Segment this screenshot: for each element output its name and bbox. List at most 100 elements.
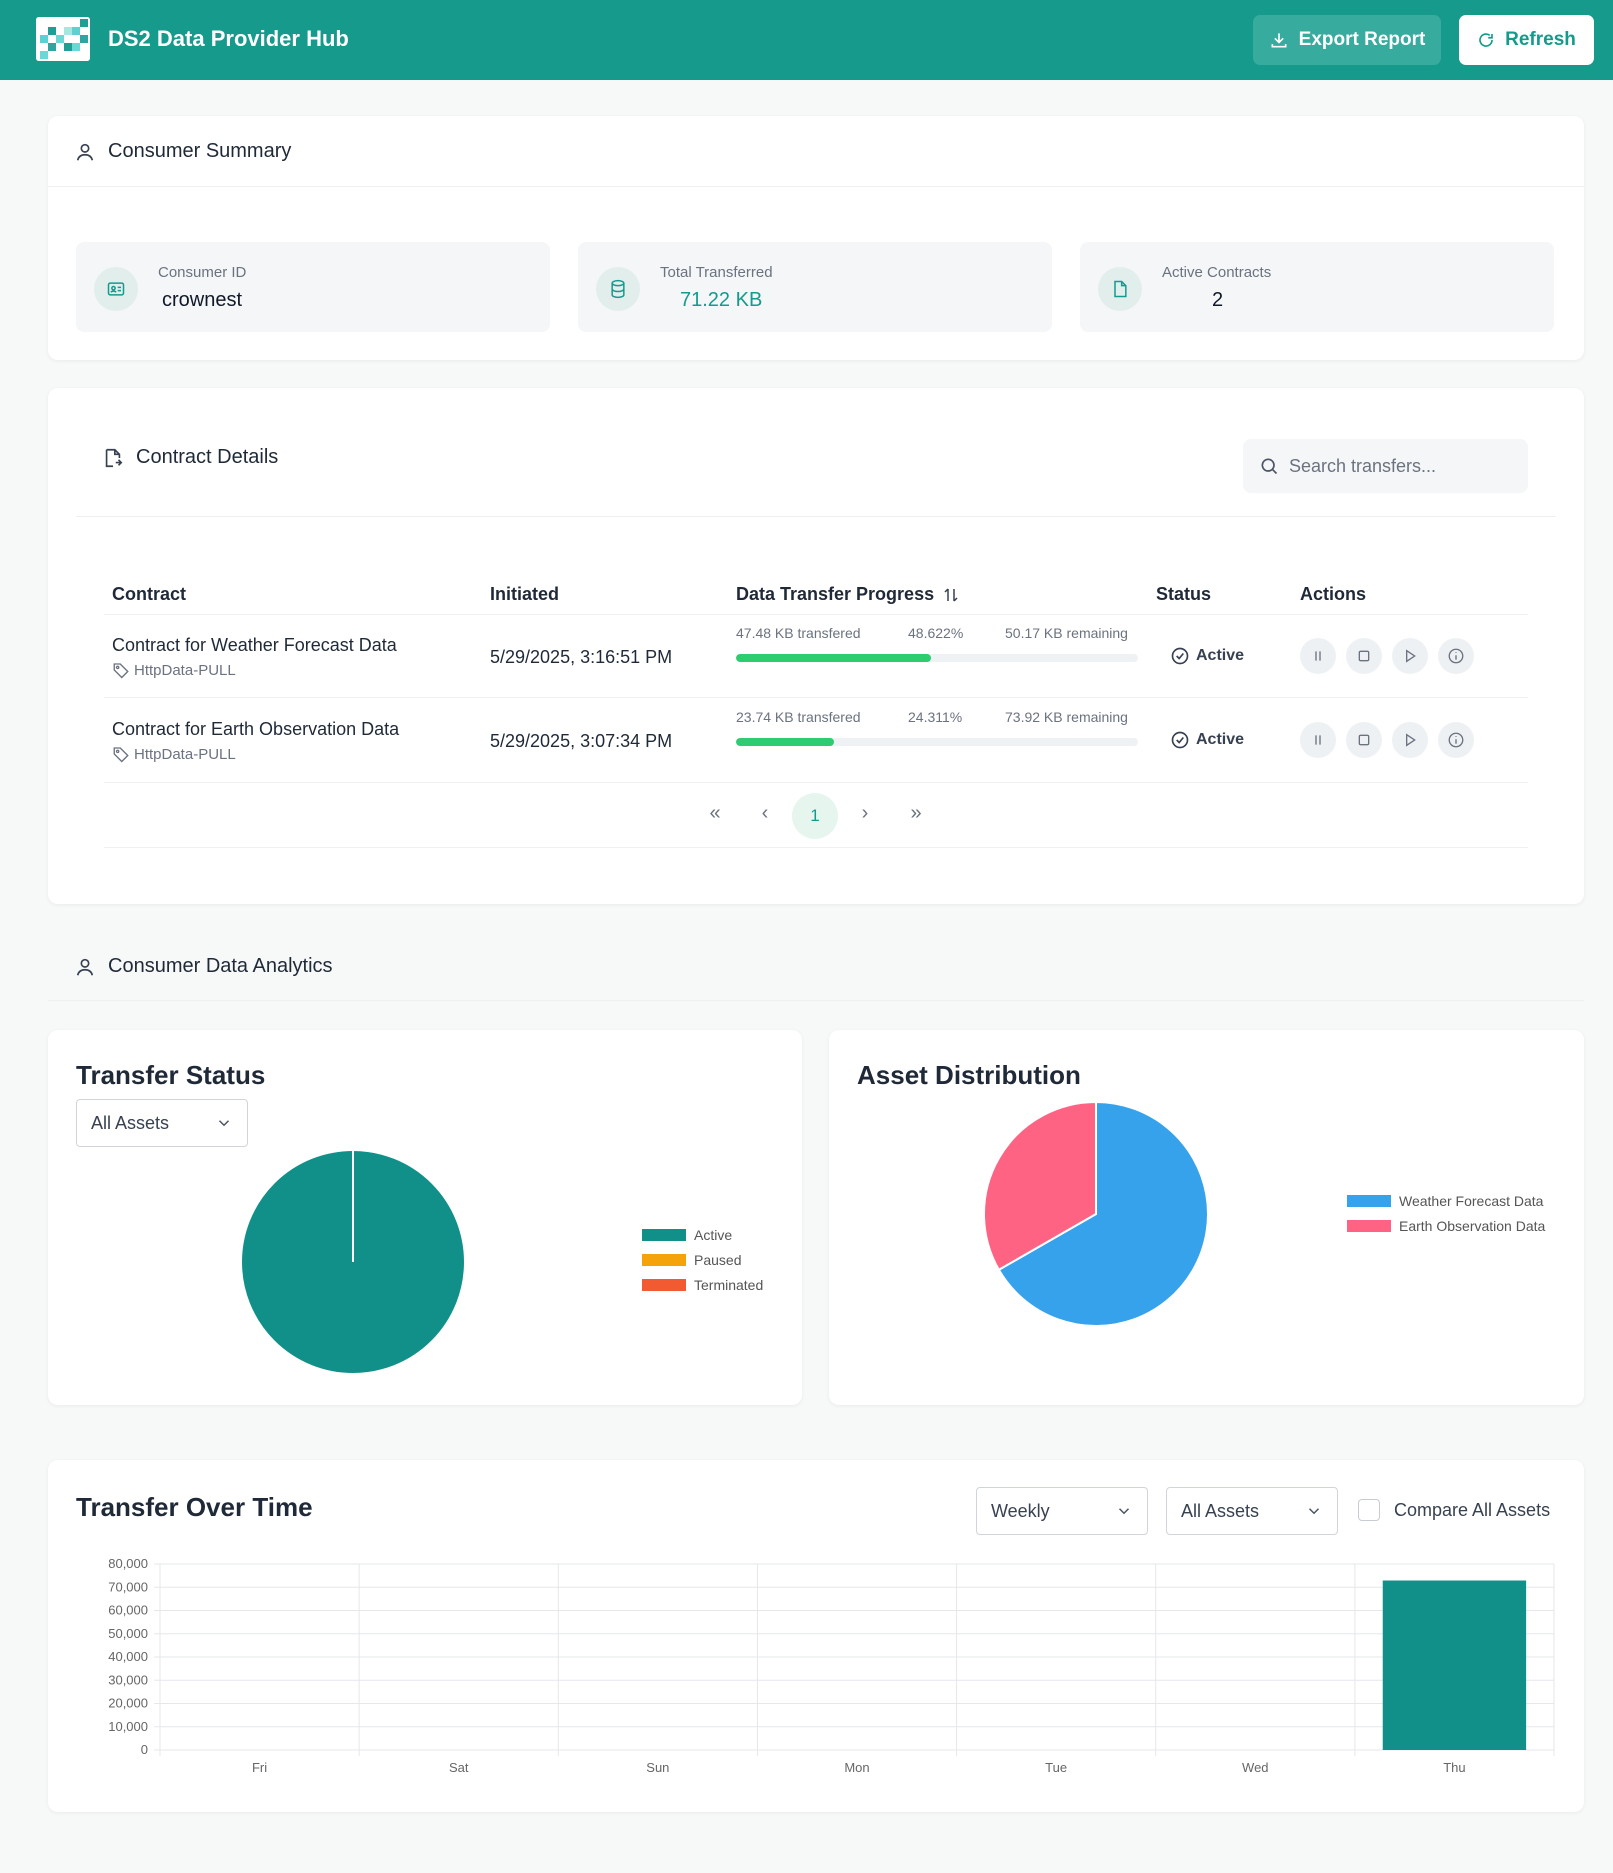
search-transfers-input[interactable]: Search transfers...	[1243, 439, 1528, 493]
y-tick-label: 80,000	[108, 1556, 148, 1571]
contract-icon	[105, 448, 123, 467]
chevron-down-icon	[1118, 1508, 1130, 1515]
asset-distribution-pie	[983, 1100, 1209, 1327]
contract-type: HttpData-PULL	[112, 745, 236, 763]
id-card-icon	[94, 267, 138, 311]
legend-swatch	[642, 1279, 686, 1291]
check-circle-icon	[1171, 731, 1189, 749]
compare-checkbox[interactable]	[1358, 1499, 1380, 1521]
transfer-status-title: Transfer Status	[76, 1060, 266, 1090]
last-page-button[interactable]: »	[910, 801, 922, 824]
top-bar: DS2 Data Provider Hub Export Report Refr…	[0, 0, 1613, 80]
compare-all-assets-toggle[interactable]: Compare All Assets	[1358, 1499, 1550, 1521]
sort-icon[interactable]	[942, 586, 960, 604]
file-icon	[1098, 267, 1142, 311]
pie-slice-earth-observation-data[interactable]	[983, 1100, 1097, 1272]
stop-button[interactable]	[1346, 638, 1382, 674]
legend-item[interactable]: Earth Observation Data	[1347, 1218, 1545, 1234]
y-tick-label: 0	[141, 1742, 148, 1757]
legend-label: Earth Observation Data	[1399, 1218, 1546, 1234]
legend-label: Weather Forecast Data	[1399, 1193, 1544, 1209]
y-tick-label: 10,000	[108, 1719, 148, 1734]
play-button[interactable]	[1392, 722, 1428, 758]
transfer-over-time-title: Transfer Over Time	[76, 1492, 313, 1522]
refresh-button[interactable]: Refresh	[1459, 15, 1594, 65]
bar-thu[interactable]	[1382, 1580, 1527, 1750]
divider	[104, 782, 1528, 783]
consumer-id-stat: Consumer ID crownest	[76, 242, 550, 332]
x-tick-label: Fri	[252, 1760, 267, 1775]
stop-icon	[1358, 650, 1370, 662]
legend-swatch	[1347, 1220, 1391, 1232]
remaining-amount: 73.92 KB remaining	[1005, 709, 1128, 725]
transferred-amount: 47.48 KB transfered	[736, 625, 861, 641]
asset-select[interactable]: All Assets	[1166, 1487, 1338, 1535]
analytics-title: Consumer Data Analytics	[108, 955, 333, 977]
analytics-header: Consumer Data Analytics	[74, 955, 333, 978]
legend-item[interactable]: Active	[642, 1227, 732, 1243]
total-transferred-stat: Total Transferred 71.22 KB	[578, 242, 1052, 332]
total-transferred-value: 71.22 KB	[680, 289, 763, 311]
legend-item[interactable]: Weather Forecast Data	[1347, 1193, 1543, 1209]
stop-button[interactable]	[1346, 722, 1382, 758]
export-report-label: Export Report	[1298, 29, 1426, 50]
info-button[interactable]	[1438, 638, 1474, 674]
progress-bar-fill	[736, 654, 932, 662]
x-tick-label: Sat	[449, 1760, 469, 1775]
legend-label: Paused	[694, 1252, 742, 1268]
column-header-contract: Contract	[112, 584, 187, 604]
asset-select-value: All Assets	[1181, 1500, 1260, 1521]
legend-item[interactable]: Terminated	[642, 1277, 763, 1293]
chevron-down-icon	[1308, 1508, 1320, 1515]
consumer-summary-title: Consumer Summary	[108, 140, 292, 162]
prev-page-button[interactable]: ‹	[761, 801, 769, 824]
total-transferred-label: Total Transferred	[660, 264, 773, 281]
first-page-button[interactable]: «	[709, 801, 721, 824]
column-header-status: Status	[1156, 584, 1212, 604]
next-page-button[interactable]: ›	[861, 801, 869, 824]
legend-item[interactable]: Paused	[642, 1252, 741, 1268]
x-tick-label: Tue	[1045, 1760, 1067, 1775]
asset-select-value: All Assets	[91, 1112, 170, 1133]
remaining-amount: 50.17 KB remaining	[1005, 625, 1128, 641]
period-select[interactable]: Weekly	[976, 1487, 1148, 1535]
search-icon	[1261, 458, 1278, 475]
play-button[interactable]	[1392, 638, 1428, 674]
status-label: Active	[1196, 731, 1245, 748]
contract-type: HttpData-PULL	[112, 661, 236, 679]
tag-icon	[113, 663, 129, 679]
pause-button[interactable]	[1300, 722, 1336, 758]
export-report-button[interactable]: Export Report	[1253, 15, 1441, 65]
y-tick-label: 70,000	[108, 1579, 148, 1594]
page-1-button[interactable]: 1	[792, 793, 838, 839]
column-header-initiated: Initiated	[490, 584, 560, 604]
check-circle-icon	[1171, 647, 1189, 665]
info-button[interactable]	[1438, 722, 1474, 758]
pause-button[interactable]	[1300, 638, 1336, 674]
legend-swatch	[642, 1229, 686, 1241]
transfer-status-asset-select[interactable]: All Assets	[76, 1099, 248, 1147]
contract-name: Contract for Weather Forecast Data	[112, 635, 397, 655]
status-badge: Active	[1170, 730, 1244, 750]
y-tick-label: 40,000	[108, 1649, 148, 1664]
y-tick-label: 20,000	[108, 1696, 148, 1711]
pie-slice-weather-forecast-data[interactable]	[997, 1100, 1209, 1327]
transferred-amount: 23.74 KB transfered	[736, 709, 861, 725]
info-icon	[1448, 648, 1464, 664]
info-icon	[1448, 732, 1464, 748]
column-header-progress[interactable]: Data Transfer Progress	[736, 584, 960, 605]
asset-distribution-title: Asset Distribution	[857, 1060, 1081, 1090]
period-select-value: Weekly	[991, 1500, 1050, 1521]
divider	[76, 516, 1556, 517]
status-label: Active	[1196, 647, 1245, 664]
divider	[48, 1000, 1584, 1001]
tag-icon	[113, 747, 129, 763]
database-icon	[596, 267, 640, 311]
y-tick-label: 30,000	[108, 1672, 148, 1687]
column-header-progress-label: Data Transfer Progress	[736, 584, 935, 604]
consumer-id-value: crownest	[162, 289, 243, 311]
divider	[104, 614, 1528, 615]
pause-icon	[1315, 735, 1321, 745]
consumer-id-label: Consumer ID	[158, 264, 247, 281]
transfer-status-pie	[240, 1149, 466, 1375]
